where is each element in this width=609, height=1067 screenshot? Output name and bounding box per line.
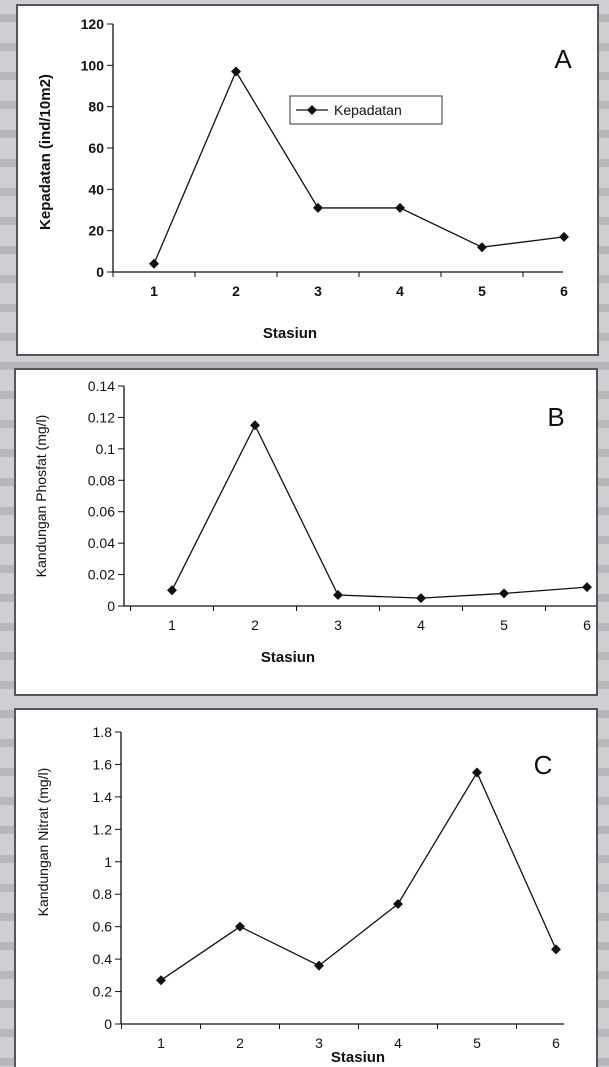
data-point-b [167, 585, 177, 596]
y-tick-label-b: 0.02 [88, 567, 115, 583]
chart-c-svg: 0 0.2 0.4 0.6 0.8 1 1.2 1.4 1.6 1.8 1 2 3 4 5 6 C Stasi… [35, 724, 564, 1066]
x-tick-label-a: 5 [478, 283, 486, 299]
chart-panel-a: 0 20 40 60 80 100 120 1 2 3 4 5 6 A Stasiun Kepadata… [16, 4, 599, 356]
chart-a-plot: 0 20 40 60 80 100 120 1 2 3 4 5 6 [81, 16, 569, 299]
data-point-b [250, 420, 260, 431]
x-axis-label-a: Stasiun [263, 325, 317, 342]
x-tick-label-b: 4 [417, 617, 425, 633]
x-tick-label-a: 2 [232, 283, 240, 299]
x-tick-label-b: 5 [500, 617, 508, 633]
y-tick-label-c: 1.6 [93, 756, 113, 772]
panel-letter-b: B [547, 402, 564, 432]
data-point-c [393, 898, 403, 909]
x-tick-label-a: 3 [314, 283, 322, 299]
data-point-c [156, 975, 166, 986]
series-line-c [160, 771, 557, 981]
x-tick-label-b: 3 [334, 617, 342, 633]
legend-a-series-name: Kepadatan [334, 102, 402, 118]
data-point-c [314, 960, 324, 971]
x-tick-label-a: 6 [560, 283, 568, 299]
x-tick-label-c: 3 [315, 1035, 323, 1051]
x-tick-label-a: 4 [396, 283, 404, 299]
chart-b-svg: 0 0.02 0.04 0.06 0.08 0.1 0.12 0.14 1 2 3 4 5 6 B Sta… [33, 378, 596, 666]
series-line-a [153, 70, 565, 264]
x-tick-label-b: 1 [168, 617, 176, 633]
y-tick-label-c: 0 [104, 1016, 112, 1032]
y-tick-label-a: 100 [81, 57, 105, 73]
chart-panel-c: 0 0.2 0.4 0.6 0.8 1 1.2 1.4 1.6 1.8 1 2 3 4 5 6 C Stasi… [14, 708, 598, 1067]
panel-letter-a: A [554, 44, 572, 74]
series-line-b [171, 423, 588, 599]
y-tick-label-b: 0 [107, 598, 115, 614]
y-tick-label-b: 0.1 [96, 441, 116, 457]
data-point-a [313, 202, 323, 213]
y-tick-label-a: 40 [88, 181, 104, 197]
x-axis-label-c: Stasiun [331, 1049, 385, 1066]
chart-b-plot: 0 0.02 0.04 0.06 0.08 0.1 0.12 0.14 1 2 3 4 5 6 [88, 378, 596, 633]
data-point-c [551, 944, 561, 955]
x-tick-label-c: 1 [157, 1035, 165, 1051]
data-point-a [149, 258, 159, 269]
x-tick-label-c: 2 [236, 1035, 244, 1051]
x-tick-label-c: 4 [394, 1035, 402, 1051]
data-point-c [235, 921, 245, 932]
y-tick-label-a: 80 [88, 99, 104, 115]
data-point-a [231, 66, 241, 77]
data-point-b [499, 588, 509, 599]
y-tick-label-c: 0.6 [93, 919, 113, 935]
legend-a-marker [307, 105, 317, 115]
y-tick-label-a: 0 [96, 264, 104, 280]
data-point-c [472, 767, 482, 778]
data-point-b [333, 590, 343, 600]
y-tick-label-a: 20 [88, 223, 104, 239]
data-point-b [582, 582, 592, 593]
legend-a: Kepadatan [289, 95, 443, 125]
x-tick-label-a: 1 [150, 283, 158, 299]
chart-c-plot: 0 0.2 0.4 0.6 0.8 1 1.2 1.4 1.6 1.8 1 2 3 4 5 6 [93, 724, 564, 1051]
y-tick-label-b: 0.14 [88, 378, 115, 394]
y-tick-label-c: 1.8 [93, 724, 113, 740]
y-axis-label-a: Kepadatan (ind/10m2) [37, 74, 54, 230]
y-tick-label-c: 1.2 [93, 821, 113, 837]
x-axis-label-b: Stasiun [261, 649, 315, 666]
chart-a-svg: 0 20 40 60 80 100 120 1 2 3 4 5 6 A Stasiun Kepadata… [37, 16, 572, 342]
y-axis-label-c: Kandungan Nitrat (mg/l) [35, 768, 51, 917]
data-point-b [416, 593, 426, 604]
y-tick-label-c: 1 [104, 854, 112, 870]
y-tick-label-c: 0.8 [93, 886, 113, 902]
x-tick-label-c: 6 [552, 1035, 560, 1051]
y-tick-label-b: 0.04 [88, 535, 115, 551]
y-tick-label-c: 0.2 [93, 984, 113, 1000]
y-tick-label-b: 0.06 [88, 504, 115, 520]
y-tick-label-b: 0.12 [88, 409, 115, 425]
y-tick-label-a: 60 [88, 140, 104, 156]
x-tick-label-b: 6 [583, 617, 591, 633]
y-tick-label-c: 0.4 [93, 951, 113, 967]
x-tick-label-c: 5 [473, 1035, 481, 1051]
y-tick-label-a: 120 [81, 16, 105, 32]
x-tick-label-b: 2 [251, 617, 259, 633]
chart-panel-b: 0 0.02 0.04 0.06 0.08 0.1 0.12 0.14 1 2 3 4 5 6 B Sta… [14, 368, 598, 696]
data-point-a [559, 231, 569, 242]
y-tick-label-c: 1.4 [93, 789, 113, 805]
y-tick-label-b: 0.08 [88, 472, 115, 488]
y-axis-label-b: Kandungan Phosfat (mg/l) [33, 415, 49, 578]
data-point-a [477, 242, 487, 253]
panel-letter-c: C [534, 750, 553, 780]
data-point-a [395, 202, 405, 213]
